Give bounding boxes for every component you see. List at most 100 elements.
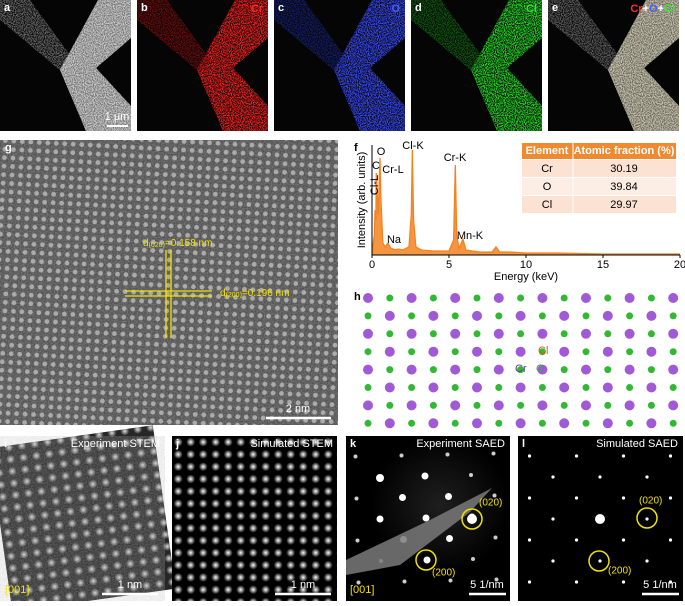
cr-atom [624, 364, 635, 375]
o-cl-atom [517, 366, 525, 374]
table-cell: 39.84 [610, 181, 638, 193]
diffraction-spot [621, 538, 626, 542]
cr-atom [472, 346, 482, 357]
diffraction-spot [645, 517, 649, 521]
panel-k-overlay: k Experiment SAED (020) (200) [001] 5 1/… [346, 438, 506, 596]
table-cell: 30.19 [610, 163, 638, 175]
cr-atom [581, 328, 591, 339]
d-spacing: d(200)=0.196 nm [220, 288, 289, 299]
diffraction-spot [493, 535, 498, 540]
peak-label: C [372, 160, 380, 172]
diffraction-spot [421, 472, 429, 480]
o-cl-atom [473, 330, 481, 338]
zone-axis: [001] [5, 584, 29, 596]
symbol: d [143, 238, 149, 249]
x-tick-label: 15 [597, 259, 609, 271]
cr-atom [363, 364, 373, 375]
panel-letter: b [141, 2, 148, 14]
cr-atom [624, 328, 635, 339]
diffraction-spot [645, 475, 649, 479]
x-tick-label: 10 [520, 259, 532, 271]
o-cl-atom [364, 348, 372, 356]
panel-l-overlay: l Simulated SAED (020) (200) 5 1/nm [522, 438, 679, 596]
peak-label: Mn-K [457, 230, 484, 242]
o-cl-atom [604, 330, 612, 338]
peak-label: Cr-L [382, 164, 403, 176]
scale-bar-label: 1 nm [291, 579, 315, 591]
table-cell: Cr [541, 163, 553, 175]
panel-title: Experiment SAED [416, 438, 505, 450]
diffraction-spot [621, 454, 626, 458]
cr-atom [406, 293, 417, 303]
cr-atom [472, 310, 482, 321]
spot-label: (200) [432, 568, 455, 579]
panel-letter: a [4, 2, 11, 14]
table-cell: O [543, 181, 552, 193]
o-cl-atom [495, 384, 503, 391]
o-cl-atom [560, 401, 568, 409]
cr-atom [537, 293, 548, 303]
diffraction-spot [551, 517, 555, 521]
panel-title: Simulated STEM [250, 438, 333, 450]
cr-atom [515, 418, 526, 429]
o-cl-atom [408, 312, 416, 320]
diffraction-spot [356, 580, 361, 585]
cr-atom [428, 418, 439, 429]
o-cl-atom [364, 384, 372, 391]
diffraction-spot [574, 496, 579, 500]
cr-atom [428, 382, 439, 393]
o-cl-atom [364, 312, 372, 320]
label-part: Cr [630, 3, 643, 15]
atom-label: Cl [538, 345, 548, 357]
diffraction-spot [402, 579, 407, 584]
cr-atom [515, 310, 526, 321]
diffraction-spot [469, 473, 473, 477]
diffraction-spot [448, 578, 453, 583]
o-cl-atom [582, 312, 590, 320]
o-cl-atom [451, 348, 459, 356]
o-cl-atom [582, 384, 590, 391]
x-axis-label: Energy (keV) [494, 271, 558, 283]
o-cl-atom [604, 401, 612, 409]
o-cl-atom [429, 330, 437, 338]
peak-label: Cr-K [444, 152, 467, 164]
panel-l [518, 436, 683, 601]
panel-j: j Simulated STEM 1 nm [172, 436, 337, 601]
o-cl-atom [604, 294, 612, 302]
diffraction-spot [445, 452, 450, 457]
diffraction-spot [574, 580, 579, 584]
o-cl-atom [429, 401, 437, 409]
cr-atom [646, 418, 657, 429]
x-tick-label: 5 [446, 259, 452, 271]
atom-label: Cr [515, 363, 527, 375]
label-part: + [643, 3, 649, 15]
o-cl-atom [669, 384, 677, 391]
cr-atom [450, 400, 461, 411]
peak-label: O [377, 146, 386, 158]
cr-atom [602, 346, 613, 357]
o-cl-atom [538, 312, 546, 320]
value: =0.158 nm [165, 238, 213, 249]
o-cl-atom [647, 294, 655, 302]
cr-atom [406, 364, 417, 375]
diffraction-spot [471, 557, 475, 561]
o-cl-atom [626, 419, 634, 427]
cr-atom [646, 310, 657, 321]
label-part: + [658, 3, 664, 15]
diffraction-spot [491, 451, 496, 456]
cr-atom [624, 400, 635, 411]
cr-atom [384, 382, 395, 393]
panel-f: f 0 5 10 15 20 Energy (keV) Intensity (arb. un… [354, 140, 685, 283]
o-cl-atom [429, 366, 437, 374]
scale-bar-label: 5 1/nm [470, 579, 504, 591]
x-tick-label: 20 [674, 259, 685, 271]
panel-letter: l [522, 438, 525, 450]
diffraction-spot [527, 538, 532, 542]
cr-atom [624, 293, 635, 303]
subscript: (200) [226, 292, 242, 299]
panel-letter: g [5, 142, 12, 154]
panel-d: d Cl [411, 0, 542, 131]
o-cl-atom [626, 384, 634, 391]
panel-k [346, 435, 510, 601]
o-cl-atom [473, 401, 481, 409]
